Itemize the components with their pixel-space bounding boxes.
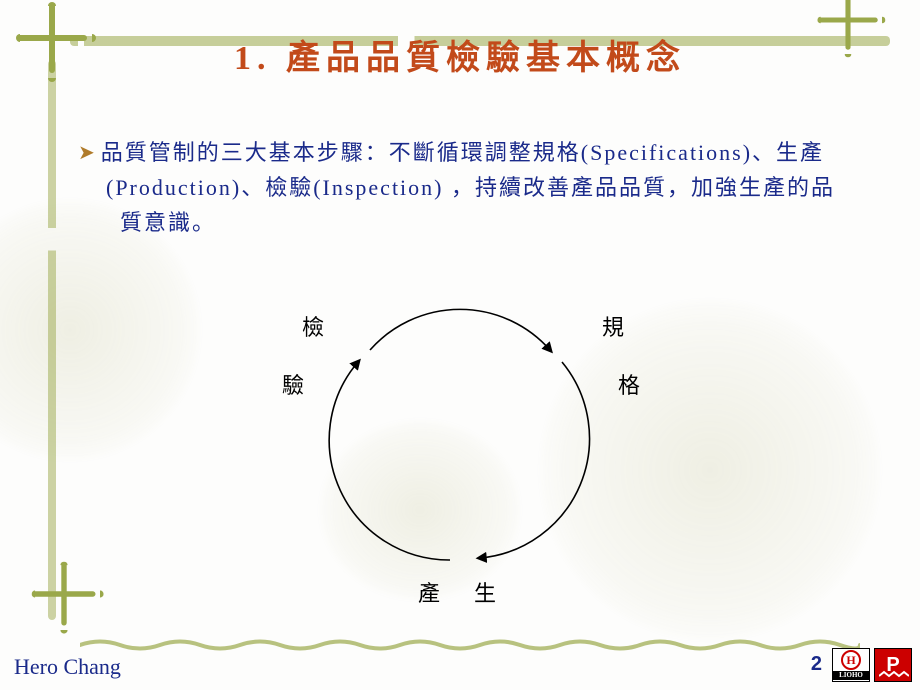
cycle-label-insp-1: 檢 <box>302 310 326 342</box>
bullet-icon: ➤ <box>78 137 97 169</box>
footer-logos: H LIOHO P <box>832 648 912 682</box>
para-line-2: (Production)、檢驗(Inspection) ，持續改善產品品質，加強… <box>78 170 868 205</box>
cycle-label-insp-2: 驗 <box>282 368 306 400</box>
para-line-1: 品質管制的三大基本步驟：不斷循環調整規格(Specifications)、生產 <box>101 140 824 165</box>
page-title: 1. 產品品質檢驗基本概念 <box>0 30 920 79</box>
author-signature: Hero Chang <box>14 654 121 680</box>
cycle-label-prod-2: 產 <box>418 576 442 608</box>
cycle-label-spec-2: 格 <box>618 368 642 400</box>
logo-pw-wave-icon <box>879 670 909 678</box>
ornament-vine-bottom <box>80 638 860 652</box>
logo-lioho-text: LIOHO <box>833 671 869 680</box>
logo-lioho-mark: H <box>841 650 861 670</box>
cycle-label-spec-1: 規 <box>602 310 626 342</box>
page-number: 2 <box>811 653 822 676</box>
body-paragraph: ➤品質管制的三大基本步驟：不斷循環調整規格(Specifications)、生產… <box>78 135 868 241</box>
ornament-knot-bottom-left <box>37 567 91 621</box>
cycle-label-prod-1: 生 <box>474 576 498 608</box>
ornament-vine-left <box>48 60 56 620</box>
cycle-diagram: 規 格 生 產 檢 驗 <box>300 280 620 600</box>
logo-pw: P <box>874 648 912 682</box>
para-line-3: 質意識。 <box>78 205 868 240</box>
logo-lioho: H LIOHO <box>832 648 870 682</box>
